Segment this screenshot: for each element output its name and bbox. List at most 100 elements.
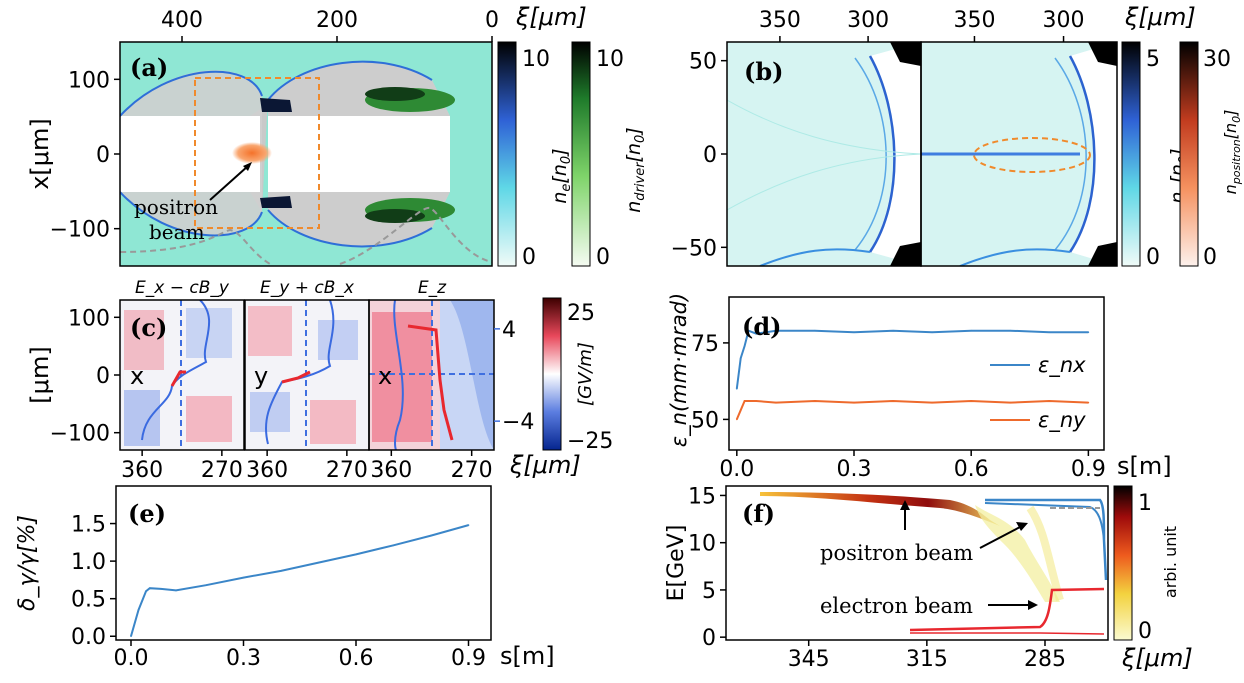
series-0-point (739, 357, 742, 360)
panel-b-label: (b) (744, 57, 784, 86)
series-1-point (747, 400, 750, 402)
panel-a-ylabel: x[μm] (26, 118, 54, 190)
x-tick-label: 0 (485, 8, 499, 33)
series-0-point (775, 329, 777, 332)
panel-d-xlabel: s[m] (1117, 452, 1172, 480)
series-0-point (743, 345, 746, 347)
panel-c-title-3: E_z (418, 278, 447, 298)
panel-b-cb2-label: npositron[n0] (1221, 110, 1243, 195)
series-0-point (130, 635, 132, 638)
right-tick-label: 4 (502, 318, 516, 343)
x-tick-label: 360 (370, 458, 412, 483)
y-tick-label: −100 (50, 422, 110, 447)
series-1-point (931, 401, 933, 404)
series-line-1 (735, 399, 1089, 420)
y-tick-label: −100 (50, 218, 110, 243)
panel-b-x-ticks: 350 300 350 300 (759, 8, 1085, 42)
panel-d-ylabel: ε_n(mm·mrad) (667, 293, 692, 447)
series-1-point (775, 401, 777, 404)
x-tick-label: 300 (847, 8, 889, 33)
x-tick-label: 360 (121, 458, 163, 483)
panel-a-cb2-tick-top: 10 (596, 47, 624, 72)
series-0-point (755, 332, 758, 335)
x-tick-label: 350 (953, 8, 995, 33)
panel-f-y-ticks: 15 10 5 0 (688, 484, 726, 651)
panel-b-left-heatmap (727, 42, 921, 266)
panel-e-y-ticks: 1.5 1.0 0.5 0.0 (71, 513, 116, 650)
panel-b-cb1-tick-bottom: 0 (1146, 245, 1160, 270)
panel-c-y-ticks: 100 0 −100 (50, 306, 120, 447)
series-0-point (736, 388, 738, 390)
panel-c-right-ticks: 4 −4 (494, 318, 534, 435)
series-1-point (743, 400, 746, 402)
panel-a-colorbar-driver (571, 41, 591, 267)
y-tick-label: −50 (671, 236, 717, 261)
panel-b-xlabel: ξ[μm] (1124, 3, 1196, 31)
panel-c-ylabel: [μm] (26, 346, 54, 403)
series-1-point (970, 400, 972, 402)
panel-f-cb-tick-top: 1 (1138, 491, 1152, 516)
x-tick-label: 270 (326, 458, 368, 483)
panel-d-axes (728, 296, 1105, 451)
y-tick-label: 1.0 (71, 550, 106, 575)
panel-f-annotation-positron: positron beam (820, 541, 973, 565)
series-line-0 (735, 329, 1089, 389)
y-tick-label: 0.5 (71, 588, 106, 613)
series-0-point (145, 590, 147, 592)
y-tick-label: 1.5 (71, 513, 106, 538)
series-0-point (430, 534, 432, 537)
svg-text:ndriver[n0]: ndriver[n0] (623, 127, 648, 212)
panel-e-ylabel: δ_γ/γ[%] (15, 515, 40, 611)
panel-c-inline-1: x (130, 362, 144, 390)
series-0-point (467, 524, 470, 526)
series-1-point (892, 400, 894, 402)
series-0-point (970, 329, 972, 332)
y-tick-label: 5 (702, 579, 716, 604)
panel-b-cb1-tick-top: 5 (1146, 47, 1160, 72)
panel-c-inline-3: x (378, 362, 392, 390)
series-0-point (205, 584, 207, 586)
y-tick-label: 0.0 (71, 625, 106, 650)
panel-d-y-ticks: 75 50 (691, 332, 729, 433)
series-1-point (736, 418, 738, 421)
panel-a-annotation-line2: beam (149, 220, 205, 244)
y-tick-label: 50 (689, 50, 717, 75)
series-0-point (853, 331, 855, 333)
series-0-point (392, 544, 395, 547)
x-tick-label: 315 (906, 647, 948, 672)
panel-f-xlabel: ξ[μm] (1121, 644, 1193, 672)
panel-b-colorbar-positron (1179, 41, 1199, 267)
x-tick-label: 0.0 (719, 457, 754, 482)
series-0-point (1048, 331, 1051, 333)
x-tick-label: 300 (1043, 8, 1085, 33)
series-0-point (747, 329, 750, 332)
panel-c-cb-tick-bottom: −25 (567, 429, 613, 454)
x-tick-label: 0.3 (226, 646, 261, 671)
panel-a-cb2-tick-bottom: 0 (596, 245, 610, 270)
y-tick-label: 100 (68, 306, 110, 331)
panel-c-cb-tick-top: 25 (567, 301, 595, 326)
panel-f-cb-tick-bottom: 0 (1138, 619, 1152, 644)
panel-f-ylabel: E[GeV] (664, 525, 689, 602)
panel-b-y-ticks: 50 0 −50 (671, 50, 727, 261)
y-tick-label: 0 (702, 626, 716, 651)
panel-c-xlabel: ξ[μm] (509, 451, 581, 479)
panel-f-label: (f) (742, 499, 775, 528)
legend-label-0: ε_nx (1038, 353, 1086, 378)
x-tick-label: 270 (451, 458, 493, 483)
x-tick-label: 200 (316, 8, 358, 33)
panel-a-y-ticks: 100 0 −100 (50, 68, 120, 243)
series-0-point (814, 329, 816, 332)
series-1-point (814, 400, 816, 402)
panel-f-x-ticks: 345 315 285 (788, 640, 1066, 672)
panel-a-xlabel: ξ[μm] (515, 3, 587, 31)
series-0-point (148, 587, 151, 589)
y-tick-label: 0 (703, 143, 717, 168)
panel-c-colorbar (542, 297, 562, 451)
series-0-point (1009, 329, 1012, 332)
y-tick-label: 10 (688, 532, 716, 557)
svg-text:npositron[n0]: npositron[n0] (1221, 110, 1243, 195)
